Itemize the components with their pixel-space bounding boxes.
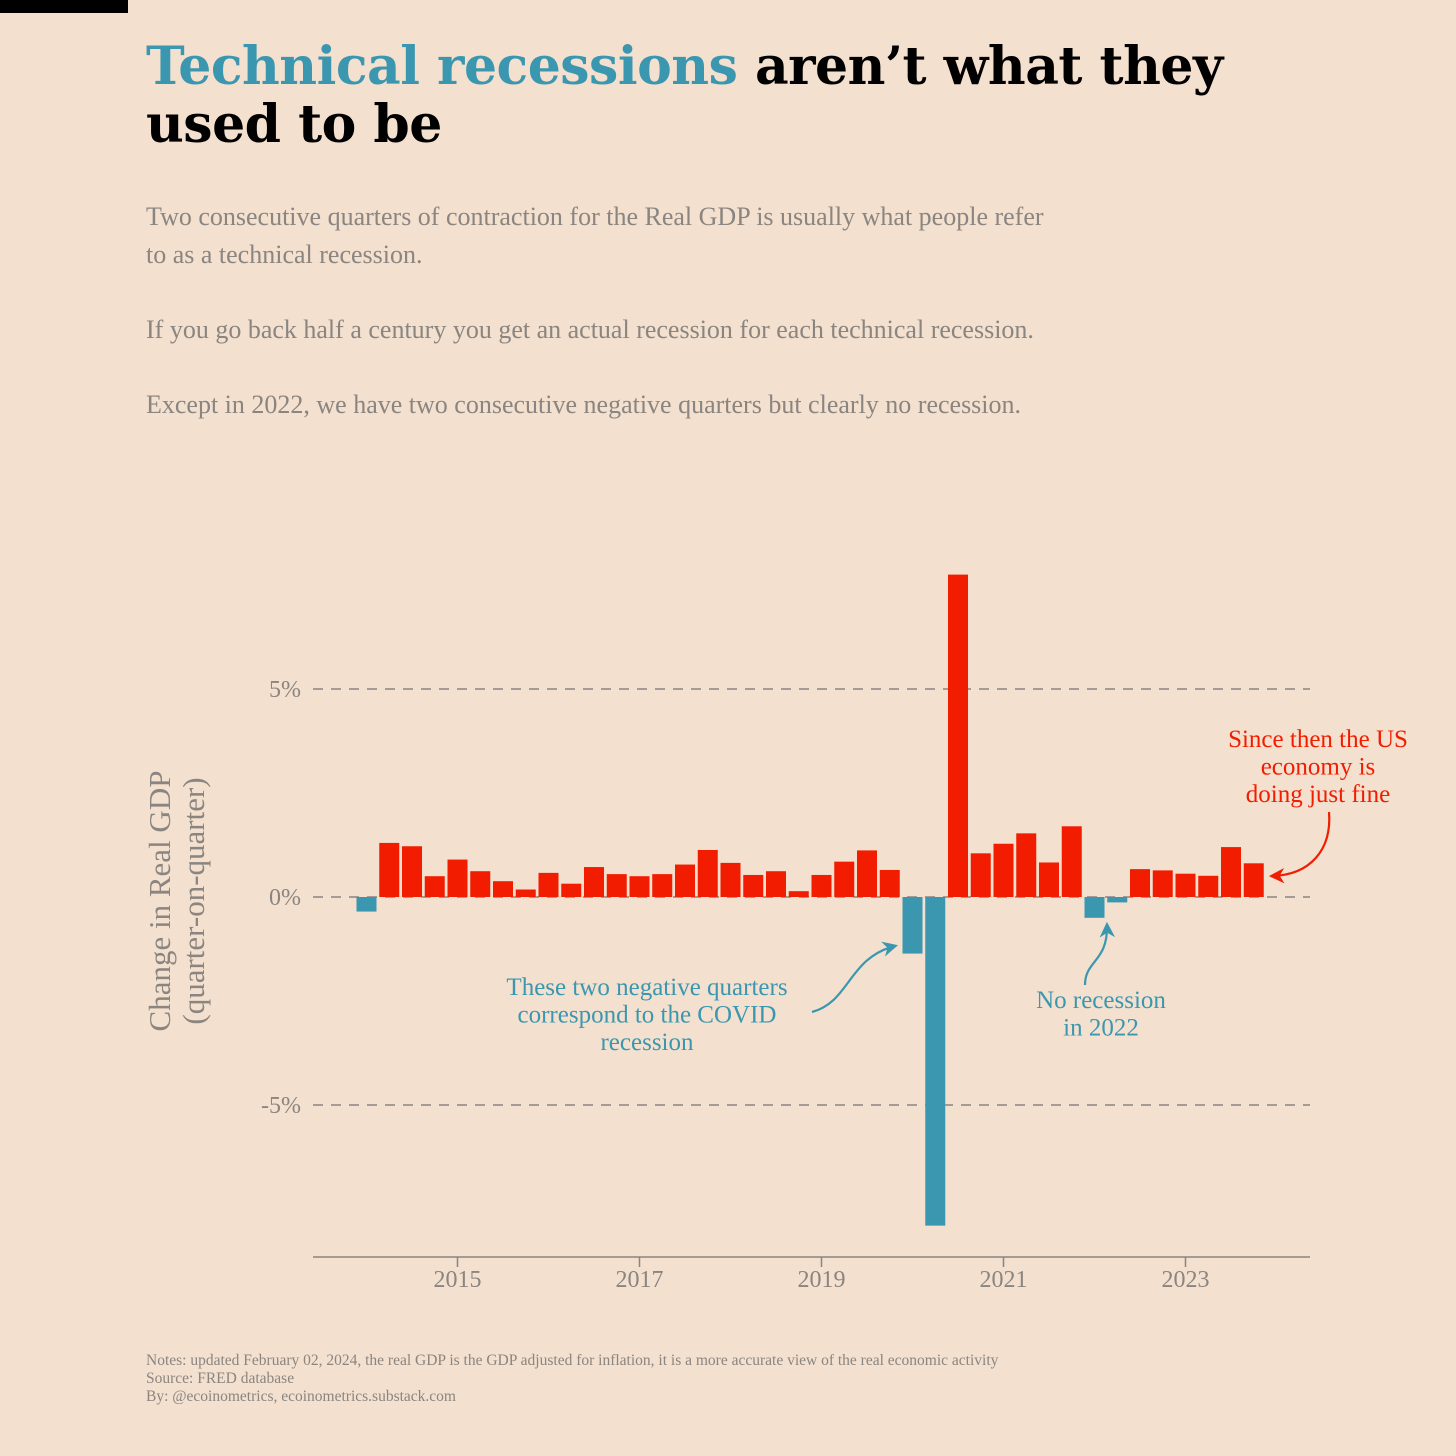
bar-2021Q4: [1061, 826, 1082, 897]
bar-2014Q2: [379, 842, 400, 897]
bar-2014Q1: [356, 897, 377, 912]
bar-2014Q4: [424, 876, 445, 897]
bar-2015Q1: [447, 859, 468, 897]
bar-2021Q2: [1016, 833, 1037, 897]
x-tick-label: 2017: [616, 1267, 664, 1293]
bar-2020Q1: [902, 897, 923, 954]
footer-source: Source: FRED database: [146, 1370, 295, 1387]
y-axis-title: Change in Real GDP(quarter-on-quarter): [142, 771, 211, 1032]
bar-2016Q2: [561, 883, 582, 897]
bar-2020Q3: [948, 574, 968, 897]
annotation-covid-line: recession: [600, 1029, 694, 1056]
bar-2021Q1: [993, 843, 1014, 897]
bar-2018Q1: [720, 862, 741, 897]
y-tick-label: -5%: [261, 1093, 301, 1119]
subtitle-paragraph-2: If you go back half a century you get an…: [146, 315, 1034, 344]
bar-2016Q1: [538, 872, 559, 897]
bar-2017Q3: [675, 864, 695, 897]
chart-title-rest: aren’t what they used to be: [146, 36, 1223, 155]
bar-2016Q4: [606, 874, 627, 897]
bar-2016Q3: [584, 867, 604, 897]
x-tick-label: 2019: [798, 1267, 846, 1293]
bar-2018Q4: [788, 891, 809, 897]
annotation-covid-arrow: [811, 941, 898, 1014]
bar-2020Q4: [970, 853, 991, 897]
x-tick-label: 2023: [1162, 1267, 1210, 1293]
bar-2022Q3: [1130, 869, 1150, 897]
bar-2023Q4: [1243, 863, 1264, 897]
bar-2015Q2: [470, 871, 491, 897]
y-axis-title-line-2: (quarter-on-quarter): [176, 777, 211, 1024]
annotation-fine: Since then the US economy is doing just fi…: [1228, 726, 1408, 808]
footer-byline: By: @ecoinometrics, ecoinometrics.substa…: [146, 1388, 456, 1405]
bar-2022Q2: [1107, 897, 1128, 903]
bar-2014Q3: [402, 846, 422, 897]
y-axis-title-line-1: Change in Real GDP: [142, 771, 177, 1032]
bar-2015Q3: [493, 881, 513, 897]
annotation-fine-arrow: [1268, 811, 1331, 884]
annotation-norec: No recession in 2022: [1036, 987, 1166, 1042]
bar-2017Q4: [697, 849, 718, 897]
chart-title: Technical recessions aren’t what they us…: [146, 38, 1296, 154]
annotations: These two negative quarters correspond to…: [506, 726, 1407, 1056]
annotation-fine-line: Since then the US: [1228, 726, 1408, 753]
bar-2022Q1: [1084, 897, 1105, 918]
bar-2019Q1: [811, 874, 832, 897]
x-tick-label: 2021: [980, 1267, 1028, 1293]
footer-notes: Notes: updated February 02, 2024, the re…: [146, 1352, 999, 1369]
chart-subtitle: Two consecutive quarters of contraction …: [146, 198, 1046, 461]
chart-title-accent: Technical recessions: [146, 36, 738, 97]
bar-2019Q3: [857, 850, 877, 897]
bar-2021Q3: [1039, 862, 1059, 897]
bar-2019Q4: [879, 869, 900, 897]
bar-2023Q3: [1221, 847, 1241, 897]
bar-2022Q4: [1152, 870, 1173, 897]
chart-footer: Notes: updated February 02, 2024, the re…: [146, 1352, 1346, 1406]
bar-2018Q3: [766, 871, 786, 897]
annotation-fine-line: doing just fine: [1246, 781, 1390, 808]
bar-2019Q2: [834, 861, 855, 897]
bar-2018Q2: [743, 874, 764, 897]
corner-tab: [0, 0, 128, 13]
annotation-covid-line: correspond to the COVID: [518, 1002, 777, 1029]
bar-2017Q1: [629, 876, 650, 897]
annotation-fine-line: economy is: [1261, 754, 1376, 781]
y-tick-label: 5%: [269, 677, 301, 703]
subtitle-paragraph-1: Two consecutive quarters of contraction …: [146, 202, 1044, 269]
bar-2020Q2: [925, 897, 946, 1226]
annotation-norec-line: in 2022: [1063, 1015, 1139, 1042]
subtitle-paragraph-3: Except in 2022, we have two consecutive …: [146, 390, 1022, 419]
annotation-covid: These two negative quarters correspond to…: [506, 974, 787, 1056]
y-tick-label: 0%: [269, 885, 301, 911]
bar-2015Q4: [515, 889, 536, 897]
annotation-covid-line: These two negative quarters: [506, 974, 787, 1001]
bars: [356, 574, 1264, 1226]
axes: 5% 0% -5% 2015 2017 2019 2021 2023 Change in Rea…: [142, 677, 1310, 1293]
bar-2023Q1: [1175, 873, 1196, 897]
annotation-norec-line: No recession: [1036, 987, 1166, 1014]
bar-2023Q2: [1198, 875, 1219, 897]
x-tick-label: 2015: [434, 1267, 482, 1293]
bar-2017Q2: [652, 874, 673, 897]
annotation-norec-arrow: [1083, 921, 1116, 986]
